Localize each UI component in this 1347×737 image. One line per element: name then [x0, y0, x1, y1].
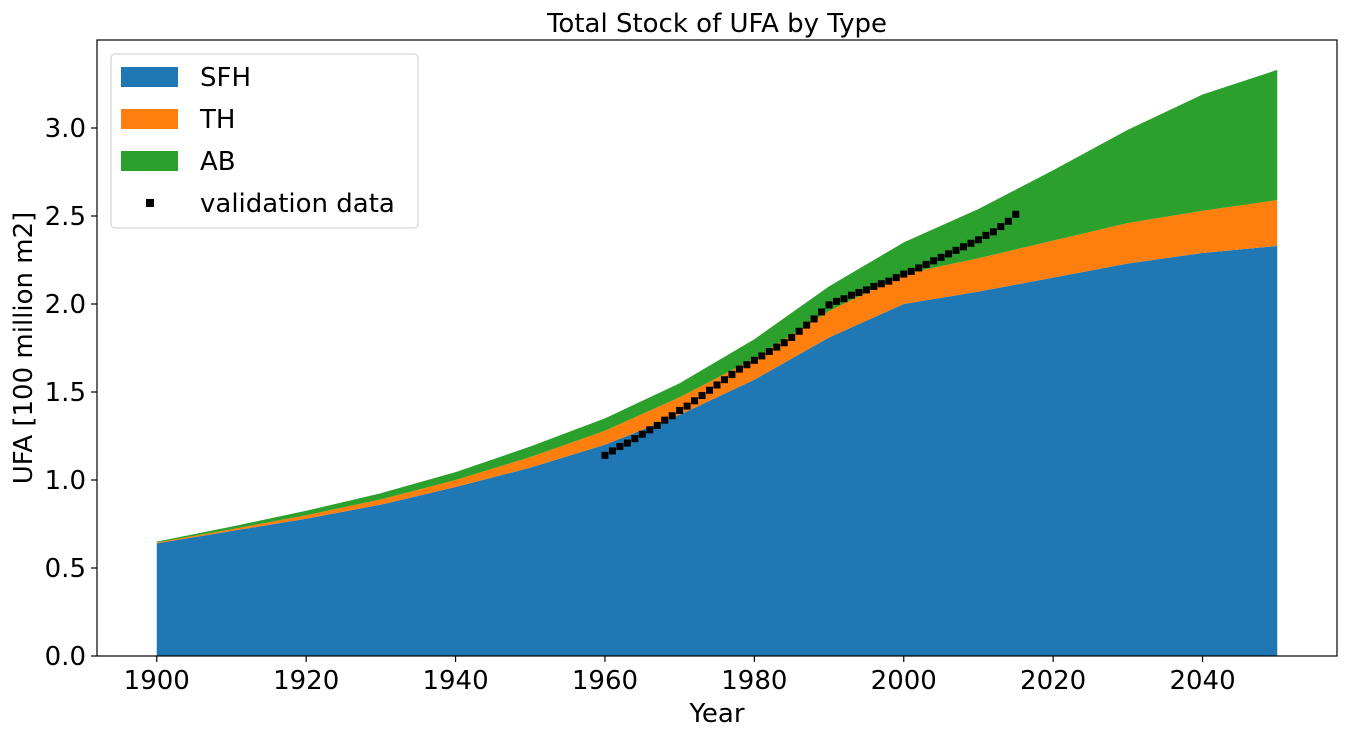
- legend-label-ab: AB: [200, 147, 236, 177]
- y-tick-label: 2.5: [45, 202, 86, 232]
- validation-point: [997, 223, 1005, 231]
- y-tick-label: 3.0: [45, 114, 86, 144]
- validation-point: [847, 291, 855, 299]
- validation-point: [840, 295, 848, 303]
- validation-point: [960, 243, 968, 251]
- area-sfh: [156, 245, 1278, 657]
- validation-point: [743, 361, 751, 369]
- validation-point: [937, 253, 945, 261]
- validation-point: [683, 402, 691, 410]
- validation-point: [728, 370, 736, 378]
- validation-point: [900, 270, 908, 278]
- validation-point: [750, 356, 758, 364]
- validation-point: [788, 333, 796, 341]
- y-tick-label: 0.0: [45, 642, 86, 672]
- validation-point: [974, 236, 982, 244]
- validation-point: [982, 231, 990, 239]
- validation-point: [735, 365, 743, 373]
- validation-point: [608, 447, 616, 455]
- validation-point: [825, 301, 833, 309]
- validation-point: [989, 228, 997, 236]
- validation-point: [870, 282, 878, 290]
- x-tick-label: 2020: [1020, 666, 1086, 696]
- validation-point: [713, 381, 721, 389]
- validation-point: [795, 327, 803, 335]
- validation-point: [930, 257, 938, 265]
- validation-point: [810, 315, 818, 323]
- validation-point: [915, 264, 923, 272]
- validation-point: [631, 435, 639, 443]
- validation-point: [623, 439, 631, 447]
- validation-point: [638, 430, 646, 438]
- validation-point: [922, 260, 930, 268]
- validation-point: [803, 321, 811, 329]
- area-ab: [156, 69, 1278, 543]
- legend-label-validation: validation data: [200, 189, 395, 219]
- x-tick-label: 1960: [572, 666, 638, 696]
- area-th: [156, 200, 1278, 544]
- legend-box: [110, 53, 419, 229]
- legend-swatch-ab: [121, 151, 178, 171]
- x-axis-ticks: 1900 1920 1940 1960 1980 2000 2020 2040: [124, 656, 1236, 696]
- validation-point: [720, 376, 728, 384]
- validation-point: [765, 348, 773, 356]
- x-tick-label: 1980: [721, 666, 787, 696]
- validation-point: [691, 397, 699, 405]
- plot-frame: [96, 39, 1338, 657]
- validation-point: [1012, 210, 1020, 218]
- legend-swatch-sfh: [121, 67, 178, 87]
- validation-point: [758, 352, 766, 360]
- chart-title: Total Stock of UFA by Type: [546, 9, 887, 39]
- validation-point: [653, 421, 661, 429]
- validation-point: [698, 392, 706, 400]
- validation-point: [892, 274, 900, 282]
- x-tick-label: 1920: [273, 666, 339, 696]
- validation-point: [1004, 217, 1012, 225]
- validation-point: [877, 280, 885, 288]
- validation-point: [616, 443, 624, 451]
- validation-markers: [601, 210, 1020, 459]
- validation-point: [601, 451, 609, 459]
- y-axis-label: UFA [100 million m2]: [9, 212, 39, 485]
- legend-marker-validation: [146, 199, 154, 207]
- validation-point: [862, 286, 870, 294]
- validation-point: [668, 412, 676, 420]
- y-tick-label: 1.0: [45, 466, 86, 496]
- validation-point: [818, 308, 826, 316]
- validation-point: [885, 277, 893, 285]
- validation-point: [706, 386, 714, 394]
- y-tick-label: 2.0: [45, 290, 86, 320]
- x-tick-label: 1940: [422, 666, 488, 696]
- validation-point: [855, 289, 863, 297]
- validation-point: [676, 406, 684, 414]
- legend: SFH TH AB validation data: [110, 53, 419, 229]
- x-tick-label: 2040: [1169, 666, 1235, 696]
- validation-point: [661, 416, 669, 424]
- validation-point: [780, 339, 788, 347]
- x-tick-label: 1900: [124, 666, 190, 696]
- y-tick-label: 0.5: [45, 554, 86, 584]
- legend-label-th: TH: [199, 105, 235, 135]
- area-layers: [156, 69, 1278, 657]
- legend-swatch-th: [121, 109, 178, 129]
- validation-point: [952, 246, 960, 254]
- validation-point: [833, 297, 841, 305]
- validation-point: [646, 426, 654, 434]
- validation-point: [945, 250, 953, 258]
- validation-point: [967, 239, 975, 247]
- x-axis-label: Year: [688, 699, 744, 729]
- validation-point: [907, 267, 915, 275]
- x-tick-label: 2000: [871, 666, 937, 696]
- legend-label-sfh: SFH: [200, 63, 251, 93]
- y-tick-label: 1.5: [45, 378, 86, 408]
- y-axis-ticks: 0.0 0.5 1.0 1.5 2.0 2.5 3.0: [45, 114, 97, 672]
- validation-point: [773, 343, 781, 351]
